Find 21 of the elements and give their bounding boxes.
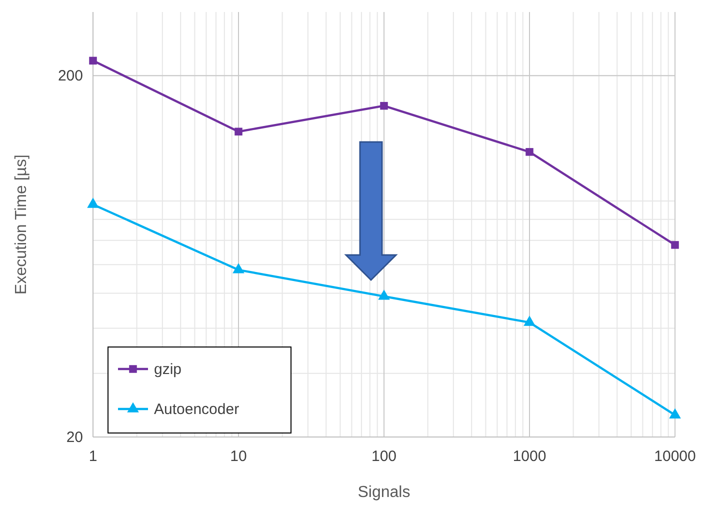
legend-label: gzip bbox=[154, 361, 182, 378]
x-tick-label: 1000 bbox=[512, 448, 546, 465]
point bbox=[89, 56, 97, 65]
x-axis-title: Signals bbox=[358, 484, 410, 501]
point bbox=[526, 148, 534, 156]
point bbox=[234, 128, 242, 136]
x-tick-label: 1 bbox=[88, 448, 98, 465]
x-tick-label: 10000 bbox=[654, 448, 696, 465]
point bbox=[378, 290, 390, 300]
point bbox=[87, 198, 99, 208]
x-tick-label: 100 bbox=[371, 448, 397, 465]
y-axis-title: Execution Time [µs] bbox=[13, 154, 30, 294]
x-tick-label: 10 bbox=[230, 448, 247, 465]
y-tick-label: 20 bbox=[66, 429, 83, 446]
point bbox=[669, 408, 681, 418]
point bbox=[232, 263, 244, 274]
legend-label: Autoencoder bbox=[154, 401, 240, 418]
y-tick-label: 200 bbox=[58, 68, 83, 85]
point bbox=[380, 102, 388, 110]
point bbox=[671, 241, 679, 249]
point bbox=[524, 316, 536, 326]
